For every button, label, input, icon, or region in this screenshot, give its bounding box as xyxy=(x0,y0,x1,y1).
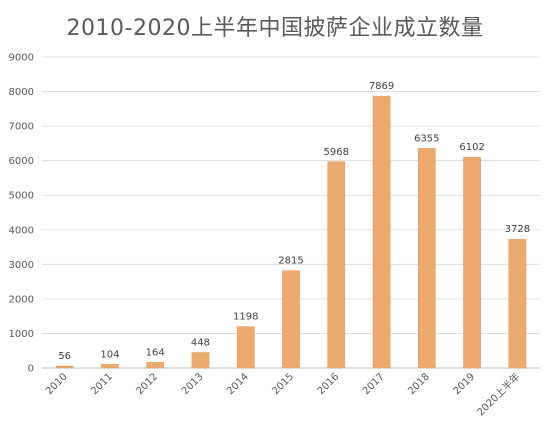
x-tick-label: 2020上半年 xyxy=(474,370,522,418)
data-label: 6355 xyxy=(414,133,439,144)
data-label: 1198 xyxy=(233,312,258,323)
bar xyxy=(55,365,74,369)
bar xyxy=(282,270,300,369)
bar xyxy=(191,352,210,369)
bar xyxy=(327,161,346,369)
data-label: 7869 xyxy=(369,81,394,92)
y-tick-label: 9000 xyxy=(9,53,34,64)
data-label: 6102 xyxy=(459,142,484,153)
data-label: 164 xyxy=(146,347,165,358)
x-tick-label: 2010 xyxy=(44,371,70,397)
y-tick-label: 1000 xyxy=(9,329,34,340)
y-tick-label: 0 xyxy=(28,364,34,375)
y-tick-label: 7000 xyxy=(9,122,34,133)
data-label: 56 xyxy=(58,351,71,362)
x-tick-label: 2012 xyxy=(135,371,161,397)
bar xyxy=(236,326,255,369)
data-label: 2815 xyxy=(278,256,303,267)
bar xyxy=(372,95,391,369)
data-label: 5968 xyxy=(324,147,349,158)
data-label: 3728 xyxy=(505,224,530,235)
data-label: 104 xyxy=(100,349,119,360)
chart-title: 2010-2020上半年中国披萨企业成立数量 xyxy=(66,16,484,41)
y-tick-label: 3000 xyxy=(9,260,34,271)
y-tick-label: 4000 xyxy=(9,225,34,236)
x-tick-label: 2011 xyxy=(89,371,115,397)
x-tick-label: 2014 xyxy=(225,371,251,397)
x-tick-label: 2016 xyxy=(316,371,342,397)
y-tick-label: 5000 xyxy=(9,191,34,202)
bar xyxy=(508,238,527,369)
x-tick-label: 2017 xyxy=(361,371,387,397)
y-tick-label: 6000 xyxy=(9,156,34,167)
x-tick-label: 2019 xyxy=(451,371,477,397)
x-tick-label: 2013 xyxy=(180,371,206,397)
data-label: 448 xyxy=(191,338,210,349)
y-tick-label: 8000 xyxy=(9,87,34,98)
bar xyxy=(417,148,436,369)
x-tick-label: 2015 xyxy=(270,371,296,397)
x-tick-label: 2018 xyxy=(406,371,432,397)
y-tick-label: 2000 xyxy=(9,294,34,305)
bar xyxy=(101,364,119,369)
bar xyxy=(463,156,481,369)
bar xyxy=(146,362,165,369)
